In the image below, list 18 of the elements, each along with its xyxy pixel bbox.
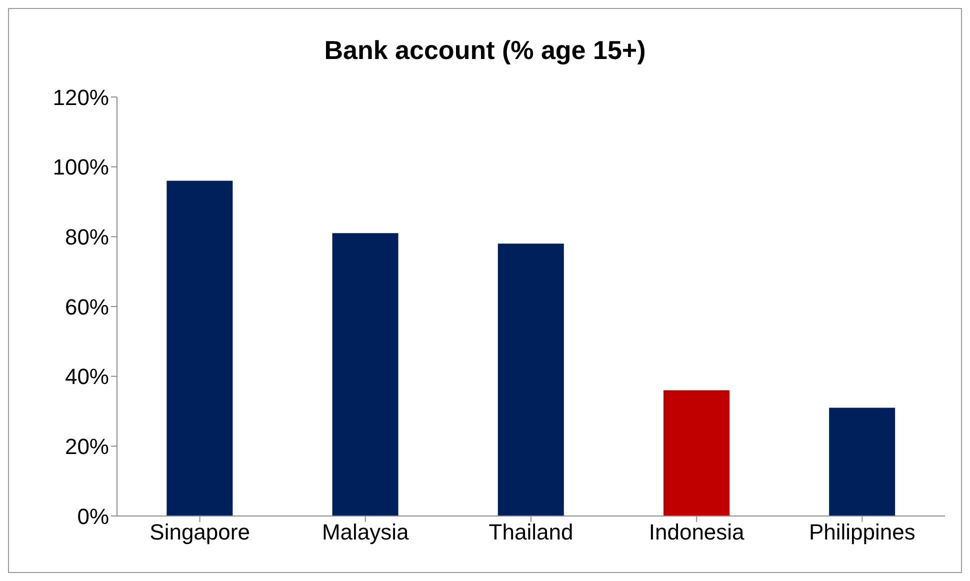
bar	[663, 390, 730, 516]
x-tick-label: Philippines	[808, 520, 916, 545]
bar	[166, 180, 233, 516]
y-tick-label: 80%	[64, 224, 109, 250]
y-tick-label: 60%	[64, 294, 109, 320]
y-tick-label: 120%	[52, 84, 109, 110]
y-tick-label: 0%	[77, 504, 109, 529]
x-tick-label: Singapore	[150, 520, 250, 545]
y-tick-label: 20%	[64, 434, 109, 459]
y-tick-label: 40%	[64, 364, 109, 390]
bar	[829, 408, 896, 516]
chart-title: Bank account (% age 15+)	[323, 35, 647, 67]
x-tick-label: Thailand	[488, 520, 574, 545]
x-tick-label: Malaysia	[322, 520, 410, 545]
bar	[332, 233, 398, 516]
y-tick-label: 100%	[52, 154, 109, 180]
x-tick-label: Indonesia	[648, 520, 746, 545]
bar	[498, 244, 564, 516]
